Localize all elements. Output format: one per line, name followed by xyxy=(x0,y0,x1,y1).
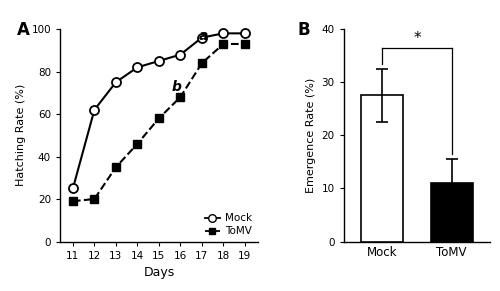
Y-axis label: Emergence Rate (%): Emergence Rate (%) xyxy=(306,78,316,193)
Text: a: a xyxy=(198,29,208,43)
Bar xyxy=(431,183,472,242)
Text: A: A xyxy=(16,21,30,39)
Text: *: * xyxy=(413,31,420,46)
Text: B: B xyxy=(297,21,310,39)
Legend: Mock, ToMV: Mock, ToMV xyxy=(204,213,252,236)
Y-axis label: Hatching Rate (%): Hatching Rate (%) xyxy=(16,84,26,187)
X-axis label: Days: Days xyxy=(144,266,174,279)
Text: b: b xyxy=(172,80,182,94)
Bar xyxy=(361,95,403,242)
